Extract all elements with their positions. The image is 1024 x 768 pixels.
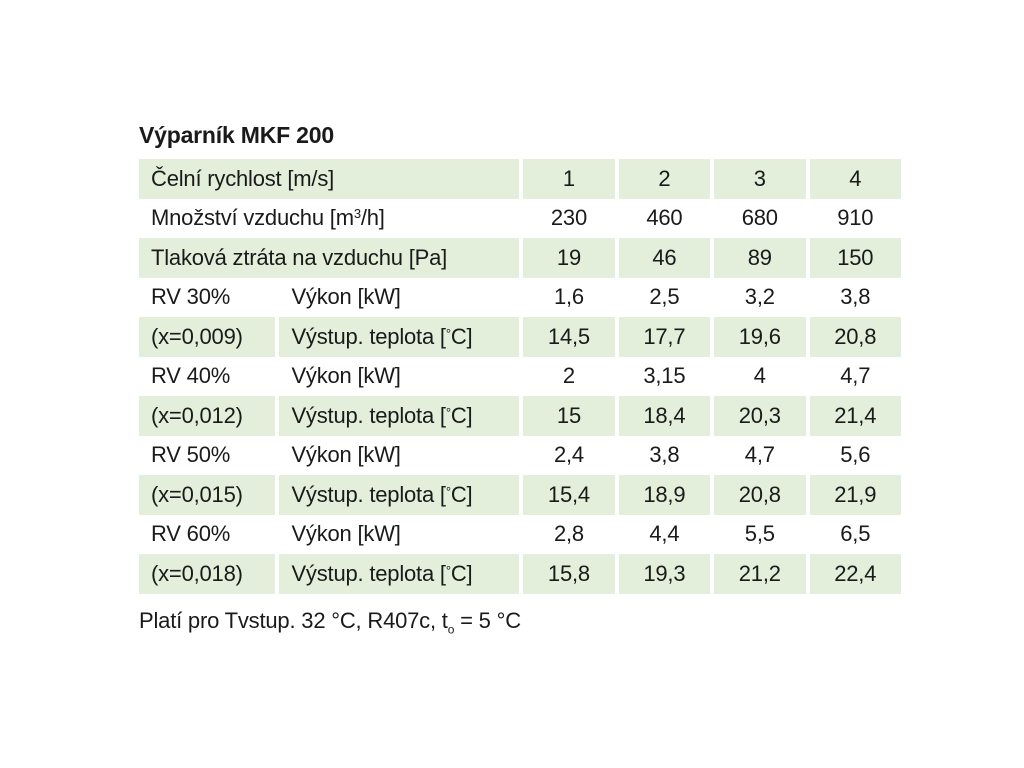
table-row-rv30-power: RV 30% Výkon [kW] 1,6 2,5 3,2 3,8 [139,278,901,318]
table-title: Výparník MKF 200 [139,122,334,148]
group-label: (x=0,015) [139,475,276,515]
param-label: Výkon [kW] [291,284,401,310]
table-cell: 18,4 [618,396,711,436]
table-cell: 3,8 [840,284,871,310]
table-cell: 2,4 [553,442,584,468]
table-cell: 19,3 [618,554,711,594]
table-cell: 4,7 [840,363,871,389]
table-row-face-velocity: Čelní rychlost [m/s] 1 2 3 4 [139,159,901,199]
degree-sign: ° [445,483,451,499]
group-label: RV 40% [151,363,231,389]
table-row-rv40-temp: (x=0,012) Výstup. teplota [°C] 15 18,4 2… [139,396,901,436]
table-row-rv50-temp: (x=0,015) Výstup. teplota [°C] 15,4 18,9… [139,475,901,515]
table-cell: 3 [714,159,806,199]
table-cell: 2 [618,159,711,199]
table-cell: 1,6 [553,284,584,310]
param-label: Výstup. teplota [°C] [279,475,520,515]
label-text: C] [450,560,473,586]
table-cell: 89 [714,238,806,278]
table-cell: 21,4 [809,396,901,436]
table-cell: 910 [837,205,874,231]
footnote: Platí pro Tvstup. 32 °C, R407c, to = 5 °… [139,607,905,636]
param-label: Výkon [kW] [291,442,401,468]
table-row-pressure-loss: Tlaková ztráta na vzduchu [Pa] 19 46 89 … [139,238,901,278]
label-text: Výstup. teplota [ [291,481,446,507]
table-cell: 150 [809,238,901,278]
label-text: Množství vzduchu [m [151,205,354,231]
label-text: C] [450,323,473,349]
group-label: RV 50% [151,442,231,468]
table-cell: 6,5 [840,521,871,547]
table-cell: 15 [523,396,615,436]
degree-sign: ° [445,325,451,341]
label-text: Výstup. teplota [ [291,560,446,586]
table-row-rv60-power: RV 60% Výkon [kW] 2,8 4,4 5,5 6,5 [139,515,901,555]
table-row-rv60-temp: (x=0,018) Výstup. teplota [°C] 15,8 19,3… [139,554,901,594]
table-cell: 5,6 [840,442,871,468]
table-cell: 21,2 [714,554,806,594]
degree-sign: ° [445,404,451,420]
group-label: RV 30% [151,284,231,310]
table-cell: 4 [809,159,901,199]
group-label: (x=0,012) [139,396,276,436]
label-superscript: 3 [353,206,361,222]
row-label: Tlaková ztráta na vzduchu [Pa] [139,238,520,278]
table-cell: 680 [741,205,778,231]
table-cell: 460 [646,205,683,231]
group-label: (x=0,009) [139,317,276,357]
row-label: Čelní rychlost [m/s] [139,159,520,199]
table-cell: 15,4 [523,475,615,515]
param-label: Výkon [kW] [291,521,401,547]
table-row-rv50-power: RV 50% Výkon [kW] 2,4 3,8 4,7 5,6 [139,436,901,476]
row-label: Množství vzduchu [m3/h] [139,199,519,239]
param-label: Výkon [kW] [291,363,401,389]
param-label: Výstup. teplota [°C] [279,554,520,594]
table-cell: 5,5 [744,521,775,547]
label-text: /h] [360,205,385,231]
table-cell: 19 [523,238,615,278]
table-cell: 2 [562,363,575,389]
table-cell: 17,7 [618,317,711,357]
table-cell: 1 [523,159,615,199]
group-label: (x=0,018) [139,554,276,594]
table-cell: 15,8 [523,554,615,594]
table-cell: 230 [550,205,587,231]
table-row-rv40-power: RV 40% Výkon [kW] 2 3,15 4 4,7 [139,357,901,397]
table-cell: 20,8 [809,317,901,357]
footnote-text: = 5 °C [454,607,521,633]
table-cell: 3,15 [643,363,686,389]
param-label: Výstup. teplota [°C] [279,317,520,357]
table-cell: 20,8 [714,475,806,515]
table-row-rv30-temp: (x=0,009) Výstup. teplota [°C] 14,5 17,7… [139,317,901,357]
table-cell: 2,8 [553,521,584,547]
table-cell: 18,9 [618,475,711,515]
table-cell: 22,4 [809,554,901,594]
table-cell: 4,7 [744,442,775,468]
param-label: Výstup. teplota [°C] [279,396,520,436]
table-cell: 46 [618,238,711,278]
table-cell: 20,3 [714,396,806,436]
footnote-subscript: o [447,621,455,636]
table-cell: 14,5 [523,317,615,357]
table-cell: 19,6 [714,317,806,357]
table-cell: 2,5 [649,284,680,310]
table-cell: 3,8 [649,442,680,468]
label-text: Výstup. teplota [ [291,402,446,428]
table-cell: 4 [753,363,766,389]
label-text: C] [450,481,473,507]
group-label: RV 60% [151,521,231,547]
evaporator-table: Čelní rychlost [m/s] 1 2 3 4 Množství vz… [135,159,905,594]
label-text: C] [450,402,473,428]
table-cell: 4,4 [649,521,680,547]
degree-sign: ° [445,562,451,578]
footnote-text: Platí pro Tvstup. 32 °C, R407c, t [139,607,448,633]
label-text: Výstup. teplota [ [291,323,446,349]
document: Výparník MKF 200 Čelní rychlost [m/s] 1 … [139,119,905,636]
table-cell: 3,2 [744,284,775,310]
table-row-air-flow: Množství vzduchu [m3/h] 230 460 680 910 [139,199,901,239]
table-cell: 21,9 [809,475,901,515]
